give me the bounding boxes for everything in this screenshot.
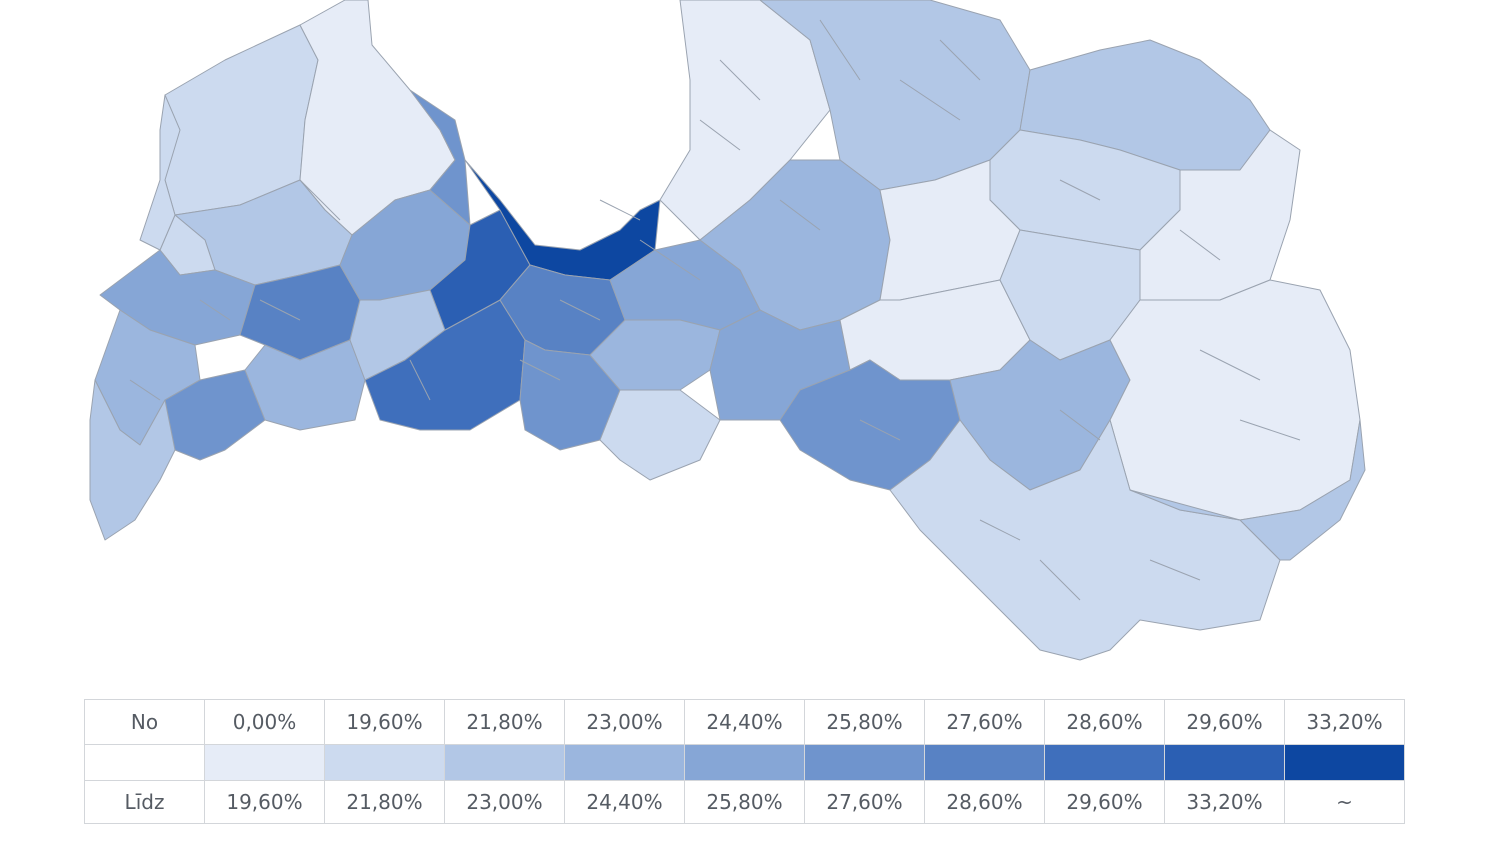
map-region xyxy=(139,94,181,251)
legend-color-swatch xyxy=(1164,744,1285,781)
legend-to-value: 19,60% xyxy=(204,780,325,824)
municipality-border xyxy=(1179,229,1221,261)
legend-color-swatch xyxy=(1044,744,1165,781)
legend-table: No 0,00% 19,60% 21,80% 23,00% 24,40% 25,80% 27… xyxy=(84,699,1405,824)
map-region xyxy=(599,389,721,481)
municipality-border xyxy=(199,299,231,321)
legend-color-blank xyxy=(84,744,205,781)
map-region xyxy=(1129,419,1366,561)
legend-from-value: 24,40% xyxy=(684,699,805,745)
legend-color-swatch xyxy=(564,744,685,781)
legend-to-value: 33,20% xyxy=(1164,780,1285,824)
municipality-border xyxy=(819,19,861,81)
legend-to-value: 27,60% xyxy=(804,780,925,824)
map-region xyxy=(409,89,471,226)
municipality-border xyxy=(639,239,701,281)
legend-color-swatch xyxy=(1284,744,1405,781)
municipality-border xyxy=(719,59,761,101)
legend-to-value: 21,80% xyxy=(324,780,445,824)
legend-from-value: 21,80% xyxy=(444,699,565,745)
municipality-border xyxy=(859,419,901,441)
municipality-border xyxy=(699,119,741,151)
legend-to-value: 29,60% xyxy=(1044,780,1165,824)
legend-from-row: No 0,00% 19,60% 21,80% 23,00% 24,40% 25,80% 27… xyxy=(84,699,1405,745)
municipality-border xyxy=(129,379,161,401)
map-region xyxy=(889,419,1281,661)
map-region xyxy=(164,369,266,461)
municipality-border xyxy=(599,199,641,221)
legend-from-value: 28,60% xyxy=(1044,699,1165,745)
municipality-border xyxy=(1059,409,1101,441)
legend-to-value: 25,80% xyxy=(684,780,805,824)
legend-to-value: 24,40% xyxy=(564,780,685,824)
municipality-border xyxy=(559,299,601,321)
legend-from-label: No xyxy=(84,699,205,745)
municipality-border xyxy=(979,519,1021,541)
map-svg xyxy=(89,0,1366,661)
latvia-choropleth-map xyxy=(89,0,1366,661)
legend-to-value: 23,00% xyxy=(444,780,565,824)
municipality-border xyxy=(1059,179,1101,201)
municipality-border xyxy=(939,39,981,81)
legend-color-swatch xyxy=(924,744,1045,781)
municipality-border xyxy=(779,199,821,231)
legend-color-swatch xyxy=(804,744,925,781)
municipality-border xyxy=(1149,559,1201,581)
municipality-border xyxy=(409,359,431,401)
legend-to-value: 28,60% xyxy=(924,780,1045,824)
legend-color-swatch xyxy=(684,744,805,781)
legend-from-value: 33,20% xyxy=(1284,699,1405,745)
legend-color-row xyxy=(84,744,1405,781)
legend-from-value: 25,80% xyxy=(804,699,925,745)
legend-to-row: Līdz 19,60% 21,80% 23,00% 24,40% 25,80% 27,60… xyxy=(84,780,1405,824)
legend-color-swatch xyxy=(204,744,325,781)
legend-from-value: 27,60% xyxy=(924,699,1045,745)
legend-to-label: Līdz xyxy=(84,780,205,824)
legend-color-swatch xyxy=(324,744,445,781)
legend-from-value: 19,60% xyxy=(324,699,445,745)
municipality-border xyxy=(299,179,341,221)
legend-from-value: 29,60% xyxy=(1164,699,1285,745)
legend-color-swatch xyxy=(444,744,565,781)
legend-from-value: 0,00% xyxy=(204,699,325,745)
municipality-border xyxy=(1199,349,1261,381)
map-region xyxy=(1109,279,1361,521)
legend-from-value: 23,00% xyxy=(564,699,685,745)
municipality-border xyxy=(519,359,561,381)
municipality-border xyxy=(1239,419,1301,441)
municipality-border xyxy=(259,299,301,321)
municipality-border xyxy=(899,79,961,121)
legend-to-value: ~ xyxy=(1284,780,1405,824)
municipality-border xyxy=(1039,559,1081,601)
